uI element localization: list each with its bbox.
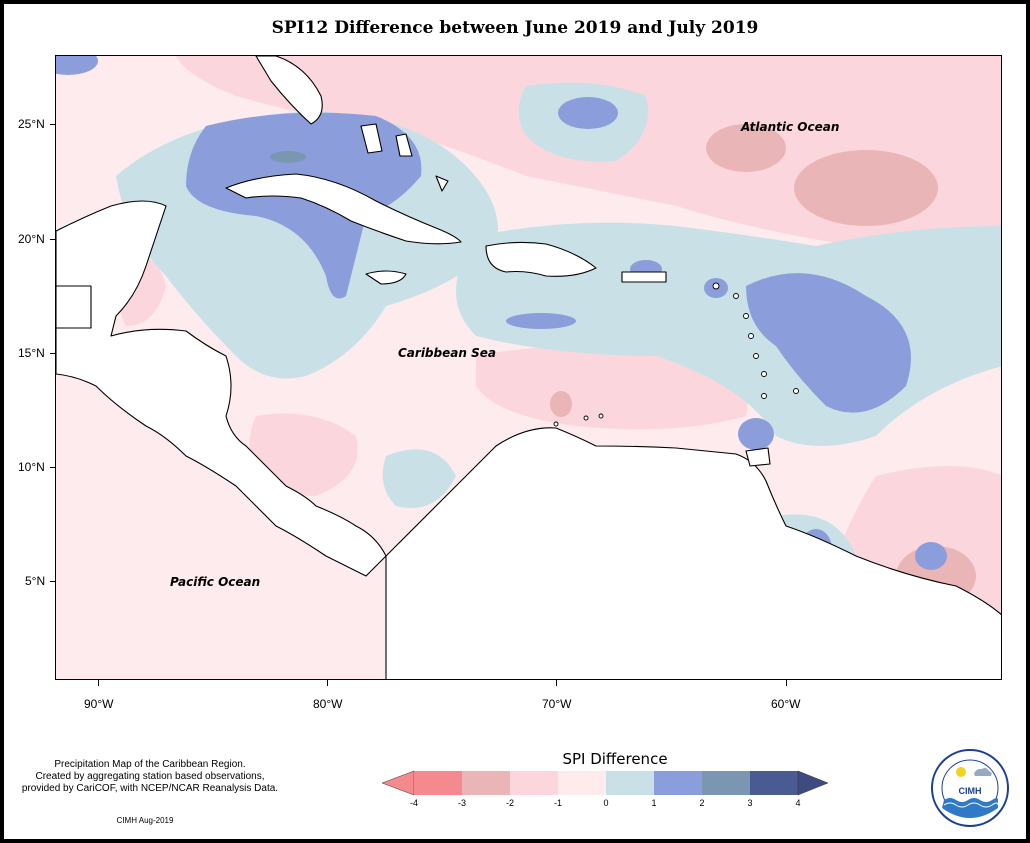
footnote-line-1: Precipitation Map of the Caribbean Regio…	[54, 759, 246, 770]
legend-tick-label: -4	[409, 798, 418, 808]
legend-tick-label: 0	[603, 798, 609, 808]
pacific-ocean-label: Pacific Ocean	[170, 575, 261, 589]
lat-tick	[50, 239, 55, 240]
legend-tick-label: 2	[699, 798, 705, 808]
sun-icon	[956, 767, 966, 777]
south-america-landmass	[385, 427, 1001, 679]
very-strong-positive-regions	[270, 151, 306, 163]
map-footnote: Precipitation Map of the Caribbean Regio…	[5, 759, 295, 795]
atlantic-ocean-label: Atlantic Ocean	[741, 120, 840, 134]
legend-swatch	[606, 771, 654, 795]
lat-tick	[50, 581, 55, 582]
legend-tick-label: -2	[505, 798, 514, 808]
legend-tick-label: 4	[795, 798, 801, 808]
legend-title: SPI Difference	[562, 750, 668, 768]
legend-swatch	[462, 771, 510, 795]
lon-tick	[556, 680, 557, 686]
cuba-landmass	[225, 173, 462, 245]
lon-tick	[98, 680, 99, 686]
lon-label-70w: 70°W	[542, 697, 572, 711]
bahamas-island	[360, 123, 383, 154]
legend-colorbar	[382, 770, 829, 796]
puerto-rico-landmass	[621, 271, 667, 283]
lat-tick	[50, 124, 55, 125]
lat-label-5n: 5°N	[25, 574, 46, 588]
caribbean-sea-label: Caribbean Sea	[398, 346, 496, 360]
legend-arrow-high	[797, 770, 829, 796]
cimh-logo: CIMH	[931, 749, 1009, 827]
lesser-antilles	[553, 282, 799, 427]
lat-label-20n: 20°N	[18, 232, 45, 246]
legend-tick-label: -3	[457, 798, 466, 808]
lat-label-10n: 10°N	[18, 460, 45, 474]
lon-label-60w: 60°W	[771, 697, 801, 711]
credit-line: CIMH Aug-2019	[116, 816, 174, 825]
strong-positive-regions	[56, 56, 947, 570]
lat-tick	[50, 467, 55, 468]
jamaica-landmass	[365, 270, 407, 285]
map-panel: Atlantic Ocean Caribbean Sea Pacific Oce…	[55, 55, 1002, 680]
legend-swatch	[510, 771, 558, 795]
legend-tick-label: 1	[651, 798, 657, 808]
lat-label-15n: 15°N	[18, 346, 45, 360]
lat-label-25n: 25°N	[18, 117, 45, 131]
spi-difference-map	[56, 56, 1001, 679]
cloud-icon	[974, 767, 992, 776]
hispaniola-landmass	[485, 241, 597, 277]
map-title: SPI12 Difference between June 2019 and J…	[271, 18, 759, 38]
lon-tick	[327, 680, 328, 686]
legend-swatch	[750, 771, 798, 795]
trinidad-landmass	[745, 447, 771, 467]
legend-swatch	[558, 771, 606, 795]
lon-label-80w: 80°W	[313, 697, 343, 711]
central-america-landmass	[56, 200, 387, 577]
florida-landmass	[255, 56, 323, 125]
logo-cimh-text: CIMH	[959, 786, 982, 796]
land-outlines	[56, 56, 1001, 679]
legend-tick-label: 3	[747, 798, 753, 808]
lon-tick	[786, 680, 787, 686]
legend-swatch	[654, 771, 702, 795]
legend-tick-label: -1	[553, 798, 562, 808]
footnote-line-3: provided by CariCOF, with NCEP/NCAR Rean…	[21, 783, 279, 794]
legend-swatch	[702, 771, 750, 795]
guatemala-boundary	[56, 285, 92, 329]
legend-swatch	[414, 771, 462, 795]
legend-arrow-low	[382, 770, 415, 796]
lon-label-90w: 90°W	[84, 697, 114, 711]
water-icon	[942, 798, 998, 818]
footnote-line-2: Created by aggregating station based obs…	[35, 771, 265, 782]
lat-tick	[50, 353, 55, 354]
